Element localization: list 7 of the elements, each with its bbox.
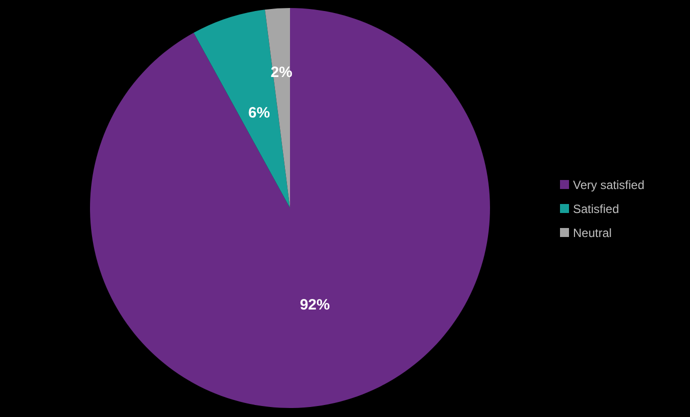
legend-label: Neutral	[573, 226, 612, 240]
legend-label: Satisfied	[573, 202, 620, 216]
pie-slice	[194, 10, 290, 208]
pie-slice	[90, 8, 490, 408]
legend-label: Very satisfied	[573, 178, 644, 192]
data-label: 92%	[300, 296, 330, 314]
data-label: 6%	[248, 104, 270, 122]
